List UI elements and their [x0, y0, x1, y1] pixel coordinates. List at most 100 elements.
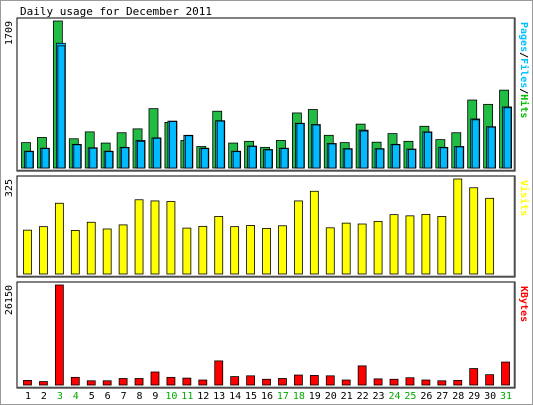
bar-pages-day-7 [121, 147, 130, 169]
bar-visits-day-13 [214, 216, 224, 275]
bar-visits-day-27 [437, 216, 447, 275]
bar-visits-day-12 [198, 225, 208, 275]
bar-kbytes-day-13 [214, 360, 224, 386]
bar-pages-day-25 [408, 149, 416, 169]
bar-visits-day-25 [405, 215, 415, 275]
bar-pages-day-4 [73, 144, 82, 169]
bar-visits-day-19 [309, 190, 319, 275]
bar-visits-day-18 [294, 200, 303, 275]
day-label-20: 20 [325, 391, 337, 402]
bar-pages-day-22 [360, 130, 369, 169]
bar-pages-day-2 [41, 148, 50, 169]
chart-title: Daily usage for December 2011 [20, 5, 212, 18]
bar-kbytes-day-1 [23, 380, 32, 386]
day-label-12: 12 [197, 391, 209, 402]
bar-visits-day-17 [278, 225, 287, 275]
bar-pages-day-8 [137, 140, 145, 169]
day-label-2: 2 [41, 391, 47, 402]
bar-kbytes-day-15 [246, 375, 255, 386]
bar-visits-day-22 [357, 223, 367, 275]
legend-label: Pages/Files/Hits [518, 22, 530, 118]
bar-pages-day-19 [312, 124, 321, 169]
bar-pages-day-21 [344, 148, 353, 169]
bar-visits-day-24 [389, 214, 399, 275]
bar-visits-day-10 [166, 201, 176, 275]
bar-pages-day-31 [503, 107, 512, 169]
day-label-27: 27 [436, 391, 448, 402]
bar-kbytes-day-28 [453, 380, 463, 386]
bar-kbytes-day-14 [230, 376, 240, 386]
bar-visits-day-5 [86, 221, 96, 275]
bar-kbytes-day-22 [357, 365, 367, 386]
bar-kbytes-day-18 [294, 374, 303, 386]
bar-visits-day-15 [246, 225, 255, 275]
bar-visits-day-16 [262, 227, 271, 275]
bar-kbytes-day-2 [39, 381, 48, 386]
day-label-17: 17 [277, 391, 289, 402]
bar-kbytes-day-9 [150, 371, 160, 386]
day-label-26: 26 [420, 391, 432, 402]
bar-kbytes-day-26 [421, 379, 431, 386]
bar-visits-day-11 [182, 227, 192, 275]
day-label-18: 18 [293, 391, 305, 402]
bar-visits-day-7 [118, 224, 128, 275]
day-label-6: 6 [105, 391, 111, 402]
bar-visits-day-1 [23, 229, 32, 275]
bar-visits-day-20 [325, 227, 335, 275]
bar-kbytes-day-24 [389, 378, 399, 386]
bar-kbytes-day-27 [437, 380, 447, 386]
day-label-22: 22 [357, 391, 369, 402]
bar-pages-day-24 [392, 144, 400, 169]
bar-pages-day-5 [89, 147, 98, 169]
bar-pages-day-29 [471, 119, 480, 169]
day-label-4: 4 [73, 391, 79, 402]
panel-3: 26150 KBytes [4, 281, 529, 389]
bar-visits-day-26 [421, 213, 431, 275]
day-label-8: 8 [137, 391, 143, 402]
bar-kbytes-day-4 [70, 376, 80, 386]
bar-pages-day-11 [184, 135, 193, 169]
bar-pages-day-1 [25, 151, 34, 169]
day-label-28: 28 [452, 391, 464, 402]
day-label-23: 23 [373, 391, 385, 402]
panel-1: 1709 Pages/Files/Hits [4, 17, 530, 172]
legend-part: / [518, 88, 529, 94]
bar-pages-day-12 [200, 148, 209, 169]
y-max-label: 1709 [4, 21, 15, 45]
day-label-13: 13 [213, 391, 225, 402]
bar-kbytes-day-23 [373, 378, 383, 386]
day-label-31: 31 [500, 391, 512, 402]
day-label-7: 7 [121, 391, 127, 402]
bar-pages-day-20 [328, 143, 337, 169]
day-label-3: 3 [57, 391, 63, 402]
day-label-21: 21 [341, 391, 353, 402]
legend-label: Visits [518, 180, 530, 216]
bar-kbytes-day-10 [166, 376, 176, 386]
bar-kbytes-day-20 [325, 375, 335, 386]
bar-kbytes-day-7 [118, 378, 128, 386]
bar-pages-day-16 [264, 149, 273, 169]
bar-kbytes-day-29 [469, 368, 479, 386]
y-max-label: 26150 [4, 285, 15, 315]
bar-pages-day-14 [232, 151, 241, 169]
bar-pages-day-23 [376, 148, 384, 169]
bar-pages-day-9 [153, 137, 161, 169]
bar-kbytes-day-11 [182, 377, 192, 386]
bar-visits-day-3 [54, 202, 64, 275]
bar-visits-day-28 [453, 178, 463, 275]
bar-kbytes-day-21 [341, 379, 351, 386]
day-label-25: 25 [404, 391, 416, 402]
bar-pages-day-6 [105, 151, 114, 169]
bar-visits-day-2 [39, 226, 48, 275]
day-label-29: 29 [468, 391, 480, 402]
bar-kbytes-day-31 [501, 361, 510, 386]
bar-pages-day-28 [455, 146, 464, 169]
bar-kbytes-day-19 [309, 375, 319, 386]
bar-pages-day-15 [248, 146, 257, 169]
bar-visits-day-4 [70, 230, 80, 275]
bar-kbytes-day-8 [134, 378, 144, 386]
day-label-30: 30 [484, 391, 496, 402]
day-label-9: 9 [152, 391, 158, 402]
bar-kbytes-day-5 [86, 380, 96, 386]
